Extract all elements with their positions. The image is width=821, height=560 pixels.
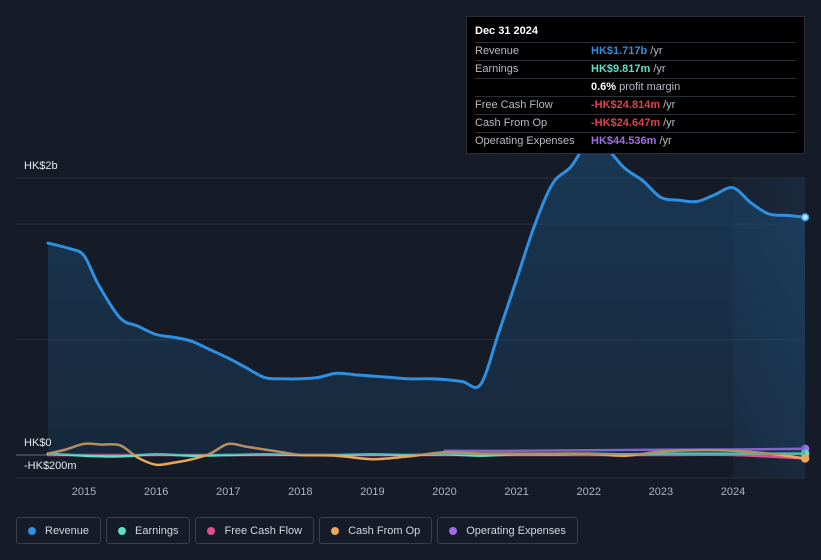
legend-item-cash-from-op[interactable]: Cash From Op xyxy=(319,517,433,544)
legend-dot-icon xyxy=(449,526,458,535)
legend-label: Revenue xyxy=(45,524,90,537)
tooltip-row-label: Earnings xyxy=(475,63,519,75)
tooltip-row-value: HK$1.717b xyxy=(591,45,648,57)
x-tick-label: 2024 xyxy=(720,486,746,498)
tooltip-row-unit: /yr xyxy=(650,45,663,57)
tooltip-row-unit: profit margin xyxy=(619,81,681,93)
tooltip-row-value: -HK$24.647m xyxy=(591,117,661,129)
x-tick-label: 2017 xyxy=(215,486,241,498)
tooltip-row: Cash From Op -HK$24.647m/yr xyxy=(475,115,796,133)
cash-from-op-end-point xyxy=(800,454,810,463)
legend-dot-icon xyxy=(331,526,340,535)
legend-label: Earnings xyxy=(135,524,179,537)
x-tick-label: 2018 xyxy=(288,486,313,498)
legend-dot-icon xyxy=(28,526,36,535)
tooltip-date: Dec 31 2024 xyxy=(475,25,796,43)
revenue-area xyxy=(47,141,806,455)
y-label-zero: HK$0 xyxy=(24,437,52,449)
tooltip-row: 0.6% profit margin xyxy=(475,79,796,97)
legend-item-earnings[interactable]: Earnings xyxy=(106,517,191,544)
y-label-top: HK$2b xyxy=(24,160,58,172)
x-tick-label: 2016 xyxy=(143,486,169,498)
legend-label: Free Cash Flow xyxy=(224,524,303,537)
tooltip-row-label: Cash From Op xyxy=(475,117,548,129)
tooltip-row-unit: /yr xyxy=(663,117,676,129)
tooltip-row: Operating Expenses HK$44.536m/yr xyxy=(475,133,796,150)
tooltip-row: Free Cash Flow -HK$24.814m/yr xyxy=(475,97,796,115)
tooltip-row-unit: /yr xyxy=(653,63,666,75)
legend-item-operating-expenses[interactable]: Operating Expenses xyxy=(437,517,578,544)
tooltip-row: Revenue HK$1.717b/yr xyxy=(475,43,796,61)
legend-dot-icon xyxy=(118,526,127,535)
x-tick-label: 2015 xyxy=(71,486,97,498)
x-tick-label: 2020 xyxy=(432,486,457,498)
tooltip-panel: Dec 31 2024 Revenue HK$1.717b/yr Earnings H… xyxy=(466,16,805,154)
y-label-bottom: -HK$200m xyxy=(24,460,77,472)
series-layer xyxy=(46,139,810,467)
tooltip-row-unit: /yr xyxy=(663,99,676,111)
legend-item-free-cash-flow[interactable]: Free Cash Flow xyxy=(195,517,315,544)
tooltip-row-label: Free Cash Flow xyxy=(475,99,553,111)
tooltip-row-label: Revenue xyxy=(475,45,520,57)
legend-label: Operating Expenses xyxy=(466,524,566,537)
tooltip-row-label: Operating Expenses xyxy=(475,135,575,147)
tooltip-row-value: HK$9.817m xyxy=(591,63,651,75)
tooltip-row-label xyxy=(475,79,591,96)
legend-label: Cash From Op xyxy=(348,524,421,537)
tooltip-row-value: 0.6% xyxy=(591,81,617,93)
legend: Revenue Earnings Free Cash Flow Cash From O… xyxy=(16,517,578,544)
revenue-line xyxy=(46,139,807,389)
tooltip-row-value: -HK$24.814m xyxy=(591,99,661,111)
x-tick-label: 2019 xyxy=(360,486,385,498)
x-tick-label: 2022 xyxy=(576,486,601,498)
legend-dot-icon xyxy=(207,526,216,535)
legend-item-revenue[interactable]: Revenue xyxy=(16,517,102,544)
x-tick-label: 2023 xyxy=(648,486,674,498)
x-tick-label: 2021 xyxy=(504,486,529,498)
tooltip-row-value: HK$44.536m xyxy=(591,135,657,147)
tooltip-row: Earnings HK$9.817m/yr xyxy=(475,61,796,79)
tooltip-row-unit: /yr xyxy=(659,135,672,147)
revenue-end-point xyxy=(800,212,810,222)
